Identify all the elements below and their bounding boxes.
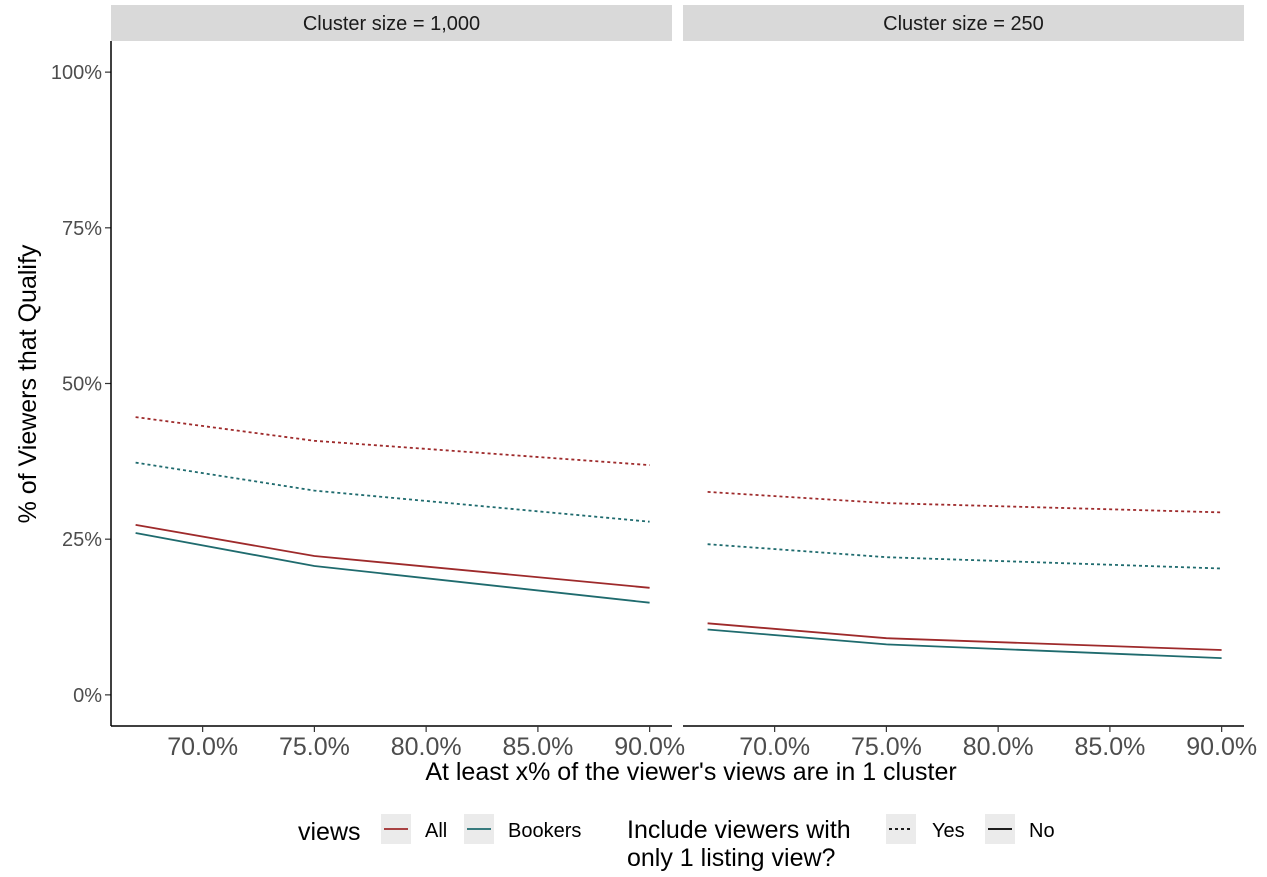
legend-color-title: views [298, 818, 361, 846]
x-tick-label: 80.0% [963, 733, 1034, 761]
legend-item-yes: Yes [886, 814, 965, 844]
legend-linetype-title-line-1: Include viewers with [627, 816, 851, 844]
series-line-all-yes [707, 491, 1222, 514]
legend: views All Bookers Include viewers with o… [298, 814, 1055, 872]
y-tick-label: 75% [62, 218, 102, 240]
legend-item-no: No [985, 814, 1055, 844]
x-tick-marks [202, 726, 651, 732]
x-tick-label: 75.0% [851, 733, 922, 761]
legend-label-all: All [425, 820, 447, 842]
series-lines [707, 491, 1222, 659]
legend-label-no: No [1029, 820, 1055, 842]
legend-linetype-title-line-2: only 1 listing view? [627, 844, 835, 872]
x-tick-labels: 70.0% 75.0% 80.0% 85.0% 90.0% [739, 733, 1257, 761]
x-axis-title: At least x% of the viewer's views are in… [425, 758, 956, 786]
series-line-bookers-yes [135, 461, 650, 523]
x-tick-label: 70.0% [739, 733, 810, 761]
series-line-bookers-no [707, 628, 1222, 659]
panel-cluster-1000: Cluster size = 1,000 70.0% 75.0% 80.0% 85.0… [110, 5, 685, 761]
strip-background [111, 5, 672, 41]
y-tick-label: 25% [62, 529, 102, 551]
legend-label-yes: Yes [932, 820, 965, 842]
x-tick-label: 70.0% [167, 733, 238, 761]
series-line-bookers-no [135, 532, 650, 604]
y-tick-label: 50% [62, 374, 102, 396]
x-tick-label: 80.0% [391, 733, 462, 761]
y-tick-marks [105, 71, 111, 696]
x-tick-label: 90.0% [1186, 733, 1257, 761]
x-tick-marks [774, 726, 1223, 732]
strip-background [683, 5, 1244, 41]
series-line-all-no [707, 622, 1222, 651]
legend-linetype-title: Include viewers with only 1 listing view… [627, 816, 858, 872]
x-tick-label: 85.0% [502, 733, 573, 761]
strip-label: Cluster size = 1,000 [303, 13, 480, 35]
x-tick-label: 85.0% [1074, 733, 1145, 761]
y-tick-labels: 0% 25% 50% 75% 100% [51, 62, 102, 707]
strip-label: Cluster size = 250 [883, 13, 1044, 35]
x-tick-labels: 70.0% 75.0% 80.0% 85.0% 90.0% [167, 733, 685, 761]
series-line-all-yes [135, 416, 650, 466]
y-tick-label: 100% [51, 62, 102, 84]
x-tick-label: 75.0% [279, 733, 350, 761]
series-lines [135, 416, 650, 604]
legend-item-all: All [381, 814, 447, 844]
legend-item-bookers: Bookers [464, 814, 581, 844]
panel-cluster-250: Cluster size = 250 70.0% 75.0% 80.0% 85.0% 9… [683, 5, 1257, 761]
series-line-all-no [135, 524, 650, 589]
y-axis-title: % of Viewers that Qualify [14, 244, 42, 523]
legend-label-bookers: Bookers [508, 820, 581, 842]
x-tick-label: 90.0% [614, 733, 685, 761]
series-line-bookers-yes [707, 543, 1222, 570]
y-tick-label: 0% [73, 685, 102, 707]
